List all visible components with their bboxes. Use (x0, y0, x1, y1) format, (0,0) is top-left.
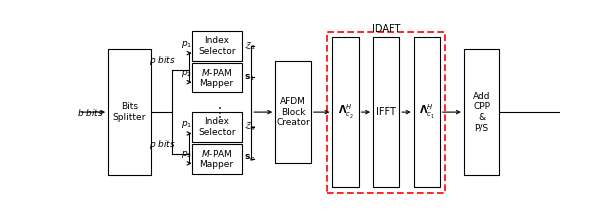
Text: IFFT: IFFT (376, 107, 396, 117)
Text: Add
CPP
&
P/S: Add CPP & P/S (473, 92, 490, 132)
Text: Index
Selector: Index Selector (198, 36, 235, 56)
Text: $\vdots$: $\vdots$ (212, 105, 222, 120)
FancyBboxPatch shape (413, 37, 440, 187)
FancyBboxPatch shape (275, 61, 311, 163)
FancyBboxPatch shape (192, 31, 241, 61)
Text: $\mathbf{\Lambda}_{c_1}^H$: $\mathbf{\Lambda}_{c_1}^H$ (419, 103, 435, 121)
Text: $p_1$: $p_1$ (181, 119, 192, 131)
FancyBboxPatch shape (464, 49, 500, 175)
FancyBboxPatch shape (108, 49, 151, 175)
Text: Index
Selector: Index Selector (198, 117, 235, 137)
Text: $M$-PAM
Mapper: $M$-PAM Mapper (200, 67, 233, 88)
FancyBboxPatch shape (192, 112, 241, 142)
Text: $p$ bits: $p$ bits (148, 54, 176, 67)
Text: Bits
Splitter: Bits Splitter (113, 102, 146, 122)
Text: $\mathcal{Z}_1$: $\mathcal{Z}_1$ (244, 40, 256, 52)
Text: AFDM
Block
Creator: AFDM Block Creator (276, 97, 310, 127)
Text: $M$-PAM
Mapper: $M$-PAM Mapper (200, 148, 233, 169)
FancyBboxPatch shape (333, 37, 359, 187)
Text: $b$ bits: $b$ bits (77, 107, 104, 118)
FancyBboxPatch shape (192, 63, 241, 92)
Text: $\mathbf{s}_g$: $\mathbf{s}_g$ (244, 153, 255, 164)
Text: IDAFT: IDAFT (371, 24, 400, 34)
Text: $p_2$: $p_2$ (181, 149, 192, 160)
Text: $\mathbf{\Lambda}_{c_2}^H$: $\mathbf{\Lambda}_{c_2}^H$ (338, 103, 354, 121)
Text: $\mathbf{s}_1$: $\mathbf{s}_1$ (244, 72, 255, 83)
Text: $\mathcal{Z}_g$: $\mathcal{Z}_g$ (244, 121, 257, 133)
Text: $p_1$: $p_1$ (181, 39, 192, 50)
FancyBboxPatch shape (192, 144, 241, 174)
FancyBboxPatch shape (373, 37, 399, 187)
Text: $p$ bits: $p$ bits (148, 138, 176, 151)
Text: $p_2$: $p_2$ (181, 68, 192, 79)
